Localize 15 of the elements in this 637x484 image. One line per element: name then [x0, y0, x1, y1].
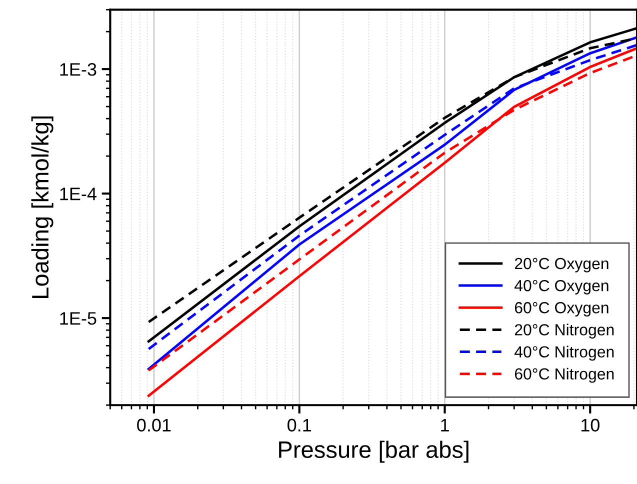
- x-tick-label: 1: [441, 418, 449, 432]
- legend-label: 60°C Oxygen: [514, 302, 608, 317]
- legend-label: 60°C Nitrogen: [514, 368, 614, 383]
- legend-label: 40°C Oxygen: [514, 280, 608, 294]
- x-tick-label: 0.01: [137, 418, 171, 432]
- legend-label: 20°C Nitrogen: [514, 324, 614, 339]
- y-tick-label: 1E-5: [60, 312, 96, 325]
- legend-label: 40°C Nitrogen: [514, 346, 614, 361]
- legend-label: 20°C Oxygen: [514, 258, 608, 272]
- x-axis-title: Pressure [bar abs]: [279, 440, 468, 463]
- x-tick-label: 0.1: [288, 418, 312, 432]
- y-tick-label: 1E-3: [60, 63, 96, 76]
- x-tick-label: 10: [581, 418, 600, 432]
- y-tick-label: 1E-4: [60, 188, 96, 200]
- y-axis-title: Loading [kmol/kg]: [31, 116, 54, 298]
